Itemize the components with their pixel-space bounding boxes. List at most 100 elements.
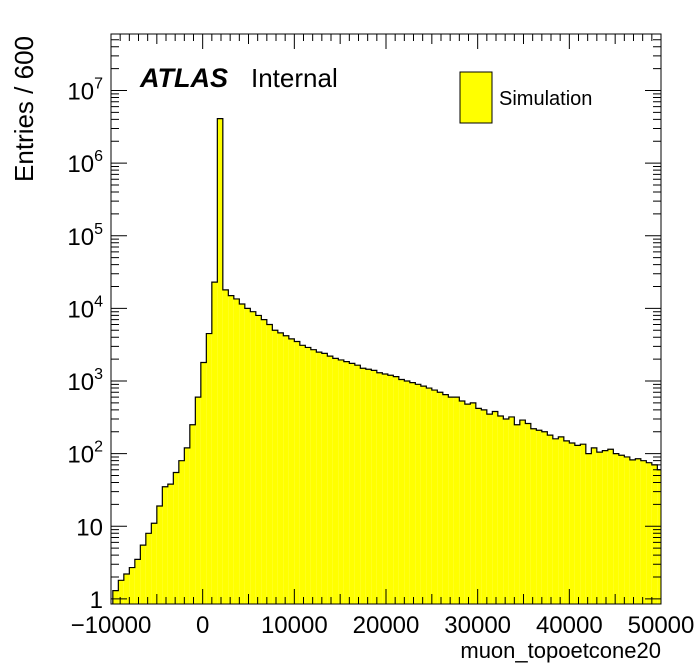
x-tick-label: −10000 (71, 612, 152, 639)
histogram-bin (233, 298, 240, 604)
histogram-bin (398, 379, 405, 604)
histogram-bin (508, 416, 515, 604)
histogram-bin (167, 484, 174, 604)
histogram-bin (156, 506, 163, 604)
histogram-bin (349, 363, 355, 604)
histogram-bin (569, 443, 575, 604)
histogram-bin (261, 319, 267, 604)
histogram-bin (497, 415, 504, 604)
histogram-bin (338, 359, 344, 604)
histogram-bin (371, 370, 377, 604)
histogram-bin (426, 388, 432, 604)
legend-entry: Simulation (499, 88, 592, 110)
histogram-bin (228, 295, 234, 604)
histogram-bin (525, 423, 531, 604)
tick-marks (110, 33, 662, 604)
histogram-bin (624, 456, 630, 604)
histogram-bin (514, 424, 520, 604)
histogram-bin (316, 352, 322, 604)
histogram-bin (393, 376, 399, 604)
histogram-bin (503, 418, 509, 604)
histogram-bin (481, 409, 487, 604)
y-tick-label: 1 (90, 587, 103, 614)
histogram-bin (607, 449, 614, 604)
histogram-bin (486, 414, 493, 604)
x-axis-label: muon_topoetcone20 (460, 638, 661, 663)
histogram-bin (442, 394, 449, 604)
histogram-bin (162, 486, 168, 604)
histogram-bin (244, 308, 251, 604)
axis-ticks (110, 33, 662, 604)
histogram-bin (547, 435, 553, 604)
y-tick-label: 103 (67, 366, 103, 396)
histogram-bin (365, 369, 372, 604)
histogram-bin (470, 402, 476, 604)
histogram-bin (613, 453, 619, 604)
histogram-bin (189, 424, 196, 604)
histogram-bin (382, 373, 388, 604)
histogram-outline (112, 118, 661, 604)
histogram-bin (151, 523, 157, 604)
histogram-bin (288, 338, 295, 604)
histogram-bin (591, 447, 597, 604)
histogram-bin (602, 450, 608, 604)
histogram-bin (492, 411, 498, 604)
histogram-bin (618, 455, 625, 604)
histogram-bin (541, 431, 548, 604)
histogram-bin (222, 289, 229, 604)
histogram-bin (635, 458, 641, 604)
histogram-bin (217, 118, 223, 605)
histogram-bin (178, 460, 185, 604)
histogram-bin (134, 559, 141, 604)
atlas-status: Internal (251, 63, 338, 93)
histogram-bin (536, 430, 542, 604)
histogram-bin (580, 444, 586, 604)
histogram-bin (123, 574, 130, 604)
y-tick-label: 104 (67, 293, 103, 323)
histogram-bin (404, 381, 410, 604)
histogram-bin (272, 330, 278, 604)
histogram-bin (387, 375, 394, 604)
histogram-bin (299, 345, 306, 604)
histogram-bin (239, 303, 245, 604)
histogram-bin (640, 460, 647, 604)
histogram-bin (294, 341, 300, 604)
histogram-bin (409, 382, 416, 604)
histogram-bin (283, 335, 289, 604)
histogram-bin (585, 453, 592, 604)
histogram-bin (118, 580, 124, 604)
y-tick-label: 107 (67, 76, 103, 106)
histogram-bin (519, 420, 526, 604)
legend-swatch (459, 71, 493, 124)
histogram-bin (552, 438, 559, 604)
histogram-bin (596, 452, 603, 604)
histogram-bin (354, 365, 361, 604)
atlas-watermark: ATLAS Internal (139, 63, 338, 93)
histogram-bin (448, 397, 454, 604)
histogram-bin (453, 397, 460, 604)
histogram-bin (459, 401, 465, 604)
histogram-bin (305, 347, 311, 604)
histogram-bin (129, 567, 135, 604)
histogram-bin (200, 362, 207, 604)
histogram-bin (195, 397, 201, 604)
histogram-bin (255, 315, 262, 604)
histogram-bin (211, 282, 218, 604)
histogram-bin (558, 436, 564, 604)
histogram-bin (277, 332, 284, 604)
x-tick-label: 30000 (444, 612, 511, 639)
histogram-bin (563, 440, 570, 604)
histogram-bin (646, 462, 652, 604)
y-tick-label: 105 (67, 221, 103, 251)
histogram-bin (360, 368, 366, 604)
x-tick-label: 40000 (536, 612, 603, 639)
histogram-bin (140, 545, 146, 604)
y-tick-label: 102 (67, 439, 103, 469)
histogram-bin (376, 372, 383, 604)
atlas-brand: ATLAS (139, 63, 228, 93)
y-tick-label: 10 (76, 514, 103, 541)
histogram-bin (657, 469, 661, 604)
histogram-bin (321, 353, 328, 604)
histogram-bin (431, 390, 438, 604)
